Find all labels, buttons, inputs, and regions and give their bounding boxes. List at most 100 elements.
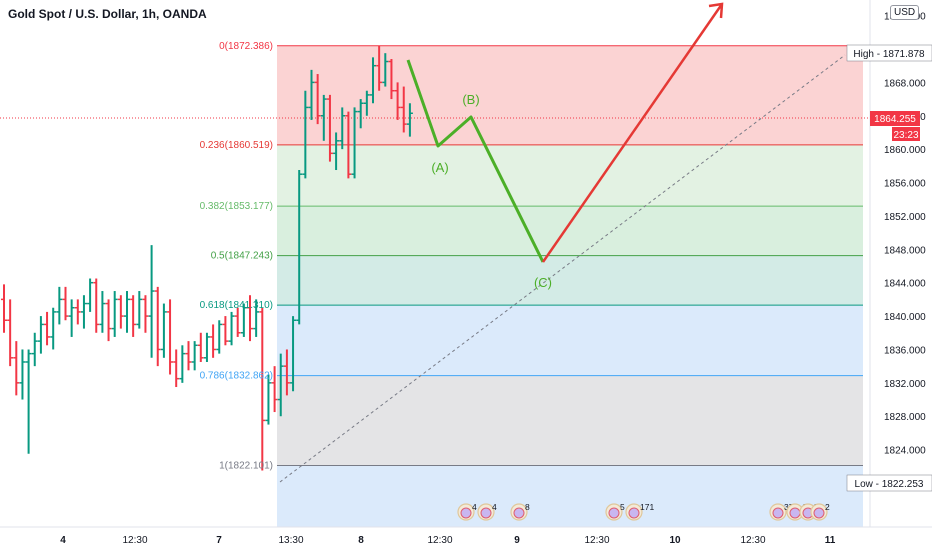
event-badge[interactable]: 2 bbox=[810, 502, 830, 521]
ohlc-bar bbox=[93, 278, 100, 333]
ohlc-bar bbox=[50, 307, 57, 350]
ohlc-bar bbox=[394, 82, 401, 120]
svg-text:4: 4 bbox=[472, 502, 477, 512]
ohlc-bar bbox=[179, 345, 186, 383]
ohlc-bar bbox=[197, 332, 204, 362]
ohlc-bar bbox=[216, 320, 223, 354]
wave-label-b: (B) bbox=[462, 92, 479, 107]
ohlc-bar bbox=[160, 303, 167, 358]
ohlc-bar bbox=[290, 316, 297, 392]
time-tick: 12:30 bbox=[584, 535, 609, 546]
abc-correction-path bbox=[406, 59, 545, 263]
price-tick: 1828.000 bbox=[884, 412, 926, 423]
time-axis-ticks: 4 12:30 7 13:30 8 12:30 9 12:30 10 12:30 11 bbox=[60, 535, 836, 546]
ohlc-bar bbox=[130, 295, 137, 337]
ohlc-bar bbox=[228, 311, 235, 346]
svg-text:4: 4 bbox=[492, 502, 497, 512]
time-axis[interactable] bbox=[0, 527, 932, 550]
ohlc-bar bbox=[44, 311, 51, 346]
event-badge[interactable]: 5 bbox=[605, 502, 625, 521]
price-tick: 1840.000 bbox=[884, 312, 926, 323]
time-tick: 9 bbox=[514, 535, 520, 546]
time-tick: 12:30 bbox=[427, 535, 452, 546]
svg-text:171: 171 bbox=[640, 502, 654, 512]
time-tick: 13:30 bbox=[278, 535, 303, 546]
fib-zone-2 bbox=[277, 206, 863, 256]
time-tick: 12:30 bbox=[740, 535, 765, 546]
fib-label-6: 1(1822.101) bbox=[219, 460, 273, 471]
ohlc-bar bbox=[68, 299, 75, 337]
fib-zone-4 bbox=[277, 305, 863, 376]
event-badge[interactable]: 8 bbox=[510, 502, 530, 521]
ohlc-bar bbox=[19, 349, 26, 400]
ohlc-bar bbox=[173, 349, 180, 388]
ohlc-bar bbox=[351, 107, 358, 179]
ohlc-bar bbox=[117, 295, 124, 329]
ohlc-bar bbox=[142, 295, 149, 333]
ohlc-bar bbox=[136, 291, 143, 329]
ohlc-bar bbox=[105, 299, 112, 342]
ohlc-bar bbox=[376, 45, 383, 91]
fibonacci-labels: 0(1872.386) 0.236(1860.519) 0.382(1853.177… bbox=[200, 41, 273, 472]
ohlc-bar bbox=[210, 324, 217, 358]
high-price-label: High - 1871.878 bbox=[853, 49, 925, 60]
ohlc-bar bbox=[56, 286, 63, 325]
ohlc-bar bbox=[37, 316, 44, 354]
ohlc-bar bbox=[247, 295, 253, 342]
ohlc-bar bbox=[13, 341, 20, 396]
ohlc-bar bbox=[31, 332, 38, 367]
fib-label-2: 0.382(1853.177) bbox=[200, 201, 273, 212]
ohlc-bar bbox=[388, 59, 395, 100]
ohlc-bar bbox=[7, 299, 14, 367]
last-price-label: 1864.255 bbox=[874, 114, 916, 125]
ohlc-bar bbox=[363, 90, 370, 116]
ohlc-bar bbox=[370, 57, 376, 104]
ohlc-bar bbox=[326, 94, 333, 162]
time-tick: 8 bbox=[358, 535, 364, 546]
price-tick: 1824.000 bbox=[884, 446, 926, 457]
fib-zone-extension bbox=[277, 465, 863, 527]
ohlc-bar bbox=[259, 307, 266, 471]
currency-button[interactable]: USD bbox=[890, 5, 920, 20]
event-badge[interactable]: 4 bbox=[457, 502, 477, 521]
ohlc-bar bbox=[296, 170, 303, 325]
ohlc-bar bbox=[87, 278, 94, 312]
ohlc-bar bbox=[185, 341, 192, 371]
ohlc-bar bbox=[345, 111, 352, 179]
fib-zone-5 bbox=[277, 375, 863, 466]
chart-title: Gold Spot / U.S. Dollar, 1h, OANDA bbox=[8, 7, 207, 21]
fib-label-4: 0.618(1841.310) bbox=[200, 300, 273, 311]
svg-text:2: 2 bbox=[825, 502, 830, 512]
fib-label-3: 0.5(1847.243) bbox=[211, 251, 273, 262]
time-tick: 4 bbox=[60, 535, 66, 546]
fib-label-5: 0.786(1832.862) bbox=[200, 371, 273, 382]
countdown-label: 23:23 bbox=[893, 130, 918, 141]
fib-zone-3 bbox=[277, 255, 863, 306]
ohlc-bar bbox=[333, 132, 340, 171]
ohlc-bar bbox=[314, 74, 321, 125]
ohlc-bar bbox=[240, 303, 247, 337]
time-tick: 12:30 bbox=[122, 535, 147, 546]
time-tick: 7 bbox=[216, 535, 222, 546]
ohlc-bar bbox=[191, 341, 198, 371]
economic-event-badges[interactable]: 448517137452 bbox=[457, 502, 830, 521]
ohlc-bar bbox=[339, 107, 346, 150]
ohlc-bar bbox=[406, 103, 413, 137]
ohlc-bar bbox=[320, 94, 327, 141]
wave-label-c: (C) bbox=[534, 275, 552, 290]
ohlc-bar bbox=[148, 245, 155, 358]
low-price-label: Low - 1822.253 bbox=[855, 479, 924, 490]
ohlc-bar bbox=[302, 90, 309, 179]
price-tick: 1848.000 bbox=[884, 245, 926, 256]
low-price-tag bbox=[846, 474, 932, 492]
event-badge[interactable]: 171 bbox=[625, 502, 654, 521]
price-axis[interactable] bbox=[870, 0, 932, 527]
ohlc-bar bbox=[265, 374, 272, 425]
ohlc-bar bbox=[80, 295, 87, 329]
ohlc-bar bbox=[74, 299, 81, 325]
ohlc-bar bbox=[308, 69, 315, 120]
ohlc-bars bbox=[1, 45, 413, 471]
event-badge[interactable]: 4 bbox=[477, 502, 497, 521]
high-price-tag bbox=[846, 44, 932, 62]
